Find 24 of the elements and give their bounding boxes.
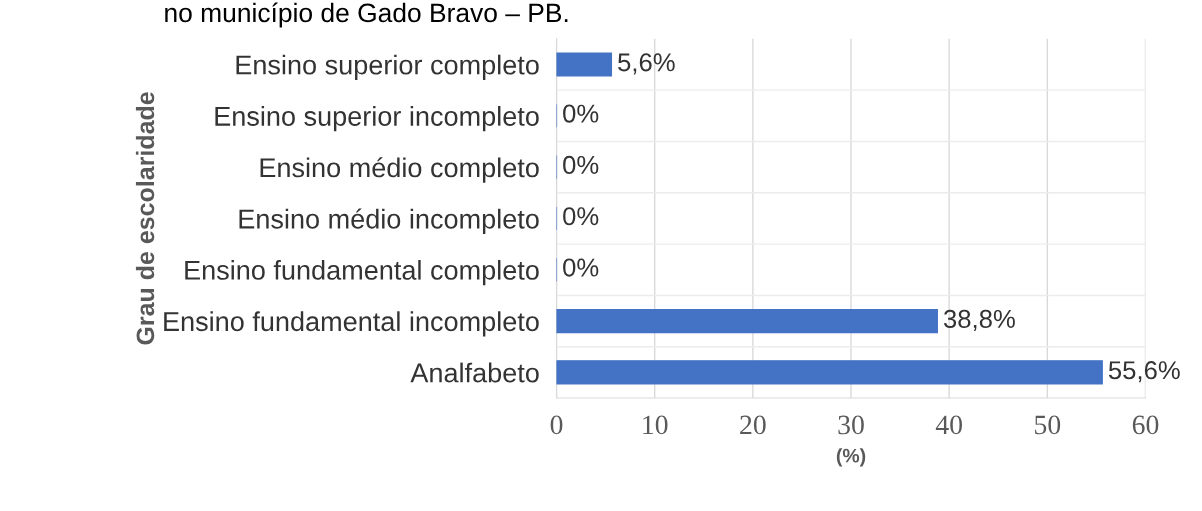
x-tick-label: 10 xyxy=(643,415,668,435)
data-label: 5,6% xyxy=(618,53,675,75)
x-tick-label: 30 xyxy=(838,415,864,435)
data-label: 0% xyxy=(563,258,599,277)
data-label: 38,8% xyxy=(943,309,1015,332)
y-tick-label: Analfabeto xyxy=(410,362,539,383)
data-label: 0% xyxy=(563,104,599,123)
y-tick-label: Ensino superior completo xyxy=(236,54,539,80)
x-tick-label: 20 xyxy=(740,415,766,435)
y-tick-label: Ensino médio completo xyxy=(260,157,539,183)
x-tick-label: 60 xyxy=(1132,415,1159,435)
x-tick-label: 40 xyxy=(935,415,963,435)
x-tick-label: 0 xyxy=(550,415,563,435)
x-axis-title: (%) xyxy=(836,448,866,467)
y-tick-label: Ensino médio incompleto xyxy=(239,208,539,235)
data-label: 0% xyxy=(563,207,599,226)
y-tick-label: Ensino fundamental completo xyxy=(185,259,539,286)
data-label: 0% xyxy=(563,155,599,175)
x-tick-label: 50 xyxy=(1035,415,1061,435)
y-tick-label: Ensino superior incompleto xyxy=(215,106,539,132)
text: no município de Gado Bravo – PB. xyxy=(165,2,568,28)
data-label: 55,6% xyxy=(1108,361,1180,383)
y-axis-title: Grau de escolaridade xyxy=(135,92,155,345)
y-tick-label: Ensino fundamental incompleto xyxy=(164,311,539,337)
